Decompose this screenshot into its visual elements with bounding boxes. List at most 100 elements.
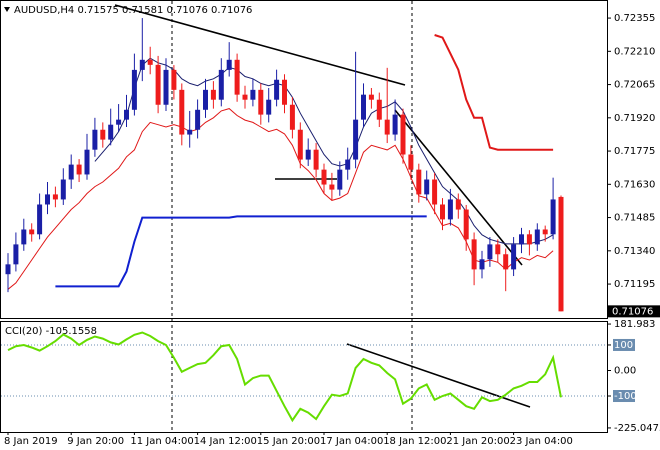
trend-line <box>394 109 523 266</box>
candle-body <box>250 89 256 100</box>
candle-body <box>313 149 319 170</box>
candle-body <box>534 229 540 245</box>
indicator-title: CCI(20) -105.1558 <box>5 326 97 337</box>
candle-body <box>558 196 564 312</box>
y-tick-label: 0.72065 <box>614 80 655 91</box>
candle-body <box>258 89 264 115</box>
candle-body <box>203 89 208 110</box>
candle-body <box>384 119 390 135</box>
candle-body <box>447 199 453 220</box>
menu-icon <box>4 7 10 12</box>
candle-body <box>29 229 35 235</box>
candle-body <box>274 79 280 100</box>
indicator-line <box>434 34 554 151</box>
candle-body <box>550 199 556 235</box>
y-tick-label: 0.71195 <box>614 279 655 290</box>
candle-body <box>45 194 50 205</box>
candle-body <box>495 244 501 255</box>
last-price-label: 0.71076 <box>612 306 653 317</box>
indicator-line <box>55 215 427 288</box>
candle-body <box>400 114 406 155</box>
candle-body <box>100 129 106 140</box>
candle-body <box>432 179 438 205</box>
candle-body <box>139 59 145 70</box>
x-tick-label: 8 Jan 2019 <box>4 436 58 447</box>
candle-body <box>479 259 485 270</box>
candle-body <box>463 209 469 240</box>
candle-body <box>266 99 272 115</box>
x-tick-label: 9 Jan 20:00 <box>67 436 124 447</box>
candle-body <box>13 244 19 265</box>
main-frame <box>0 0 608 319</box>
candle-body <box>511 244 517 270</box>
candle-body <box>163 69 169 105</box>
x-tick-label: 14 Jan 12:00 <box>194 436 257 447</box>
candle-body <box>424 179 430 195</box>
y-tick-label: 0.00 <box>614 365 636 376</box>
x-tick-label: 17 Jan 04:00 <box>320 436 383 447</box>
candle-body <box>526 234 532 245</box>
candle-body <box>155 64 161 105</box>
y-tick-label: 181.983 <box>614 319 655 330</box>
trend-line <box>114 4 406 86</box>
candle-body <box>116 119 122 125</box>
candle-body <box>234 59 240 95</box>
candle-body <box>108 124 114 140</box>
y-tick-label: 0.71340 <box>614 246 655 257</box>
candle-body <box>503 254 509 270</box>
candle-body <box>455 199 461 210</box>
candle-body <box>37 204 43 235</box>
candle-body <box>210 89 216 100</box>
candle-body <box>84 149 90 175</box>
candle-body <box>131 69 137 110</box>
candle-body <box>289 104 295 130</box>
candle-body <box>361 94 366 120</box>
x-tick-label: 11 Jan 04:00 <box>130 436 193 447</box>
level-label-box <box>613 390 635 403</box>
y-tick-label: -225.0473 <box>614 423 660 434</box>
candle-body <box>542 229 548 235</box>
candle-body <box>337 169 343 190</box>
candle-body <box>440 204 445 220</box>
candle-body <box>242 94 248 100</box>
candle-body <box>187 129 193 135</box>
candle-body <box>329 184 335 190</box>
y-tick-label: 0.71920 <box>614 113 655 124</box>
candle-body <box>124 109 129 120</box>
x-tick-label: 18 Jan 12:00 <box>383 436 446 447</box>
candle-body <box>408 154 414 170</box>
chart-title: AUDUSD,H4 0.71575 0.71581 0.71076 0.7107… <box>14 5 252 16</box>
candle-body <box>68 164 74 180</box>
candle-body <box>519 234 524 245</box>
indicator-line <box>94 57 554 245</box>
candle-body <box>195 109 201 130</box>
candle-body <box>345 159 351 170</box>
candle-body <box>305 149 311 160</box>
candle-body <box>297 129 303 160</box>
candle-body <box>353 119 359 160</box>
candle-body <box>416 169 422 195</box>
candle-body <box>147 59 153 65</box>
candle-body <box>321 169 327 185</box>
candle-body <box>179 89 185 135</box>
x-tick-label: 21 Jan 20:00 <box>446 436 509 447</box>
y-tick-label: 0.72355 <box>614 13 655 24</box>
cci-line <box>7 331 562 423</box>
level-label-box <box>613 338 635 351</box>
y-tick-label: 0.71775 <box>614 146 655 157</box>
candle-body <box>487 244 493 260</box>
candle-body <box>92 129 98 150</box>
candle-body <box>226 59 232 70</box>
candle-body <box>376 99 382 120</box>
candle-body <box>218 69 224 100</box>
candle-body <box>392 114 398 135</box>
candle-body <box>5 264 11 275</box>
cci-frame <box>0 321 608 433</box>
y-tick-label: 100 <box>614 340 633 351</box>
candle-body <box>368 94 374 100</box>
last-price-box <box>608 305 660 318</box>
candle-body <box>21 229 27 245</box>
candle-body <box>60 179 66 200</box>
